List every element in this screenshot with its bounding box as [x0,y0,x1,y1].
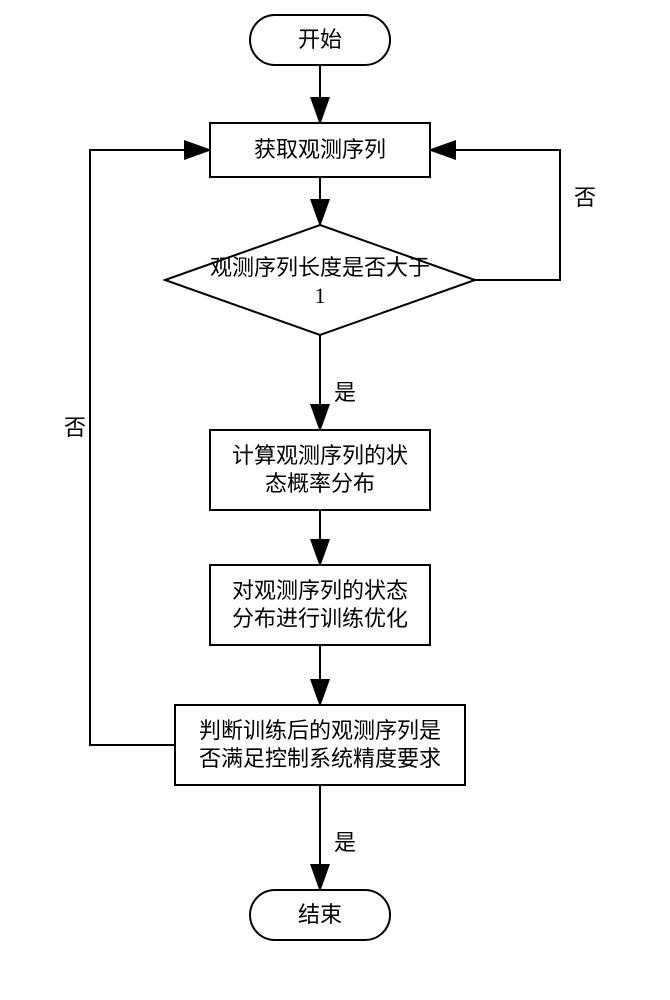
node-judge-label-line1: 判断训练后的观测序列是 [199,718,441,743]
node-end: 结束 [250,890,390,940]
flowchart-canvas: 是 否 是 否 开始 获取观测序列 观测序列长度是否大于 1 计算观测序列的状 … [0,0,670,1000]
edge-lenq-acquire-no [430,150,560,280]
edge-label-no-left: 否 [64,415,86,440]
node-lenq-label-line1: 观测序列长度是否大于 [210,255,430,280]
node-lenq: 观测序列长度是否大于 1 [165,225,475,335]
node-calc-label-line1: 计算观测序列的状 [232,443,408,468]
node-end-label: 结束 [298,902,342,927]
node-train-label-line1: 对观测序列的状态 [232,578,408,603]
node-acquire-label: 获取观测序列 [254,137,386,162]
node-start-label: 开始 [298,27,342,52]
edge-label-yes-1: 是 [334,380,356,405]
node-judge: 判断训练后的观测序列是 否满足控制系统精度要求 [175,705,465,785]
node-judge-label-line2: 否满足控制系统精度要求 [199,746,441,771]
node-start: 开始 [250,15,390,65]
node-calc: 计算观测序列的状 态概率分布 [210,430,430,510]
edge-label-no-right: 否 [574,185,596,210]
edge-label-yes-2: 是 [334,830,356,855]
edge-judge-acquire-no [90,150,210,745]
node-train-label-line2: 分布进行训练优化 [232,606,408,631]
node-lenq-label-line2: 1 [315,283,326,308]
node-train: 对观测序列的状态 分布进行训练优化 [210,565,430,645]
node-acquire: 获取观测序列 [210,123,430,177]
node-calc-label-line2: 态概率分布 [265,471,375,496]
